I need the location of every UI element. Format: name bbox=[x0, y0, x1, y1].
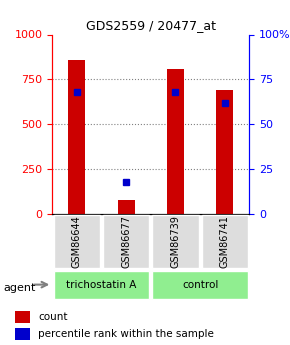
Bar bbox=[14, 310, 30, 323]
FancyBboxPatch shape bbox=[54, 270, 149, 298]
FancyBboxPatch shape bbox=[152, 215, 199, 268]
Bar bbox=[68, 60, 86, 214]
Text: agent: agent bbox=[3, 283, 35, 293]
Bar bbox=[216, 90, 233, 214]
Text: count: count bbox=[38, 312, 68, 322]
Bar bbox=[167, 69, 184, 214]
FancyBboxPatch shape bbox=[152, 270, 248, 298]
FancyBboxPatch shape bbox=[103, 215, 149, 268]
Text: GSM86644: GSM86644 bbox=[72, 215, 82, 268]
Text: control: control bbox=[182, 280, 218, 289]
FancyBboxPatch shape bbox=[54, 215, 100, 268]
Text: trichostatin A: trichostatin A bbox=[66, 280, 137, 289]
Text: GSM86739: GSM86739 bbox=[171, 215, 180, 268]
Bar bbox=[14, 328, 30, 340]
Text: percentile rank within the sample: percentile rank within the sample bbox=[38, 329, 214, 339]
Title: GDS2559 / 20477_at: GDS2559 / 20477_at bbox=[86, 19, 216, 32]
Text: GSM86741: GSM86741 bbox=[220, 215, 230, 268]
FancyBboxPatch shape bbox=[202, 215, 248, 268]
Text: GSM86677: GSM86677 bbox=[121, 215, 131, 268]
Bar bbox=[117, 199, 135, 214]
